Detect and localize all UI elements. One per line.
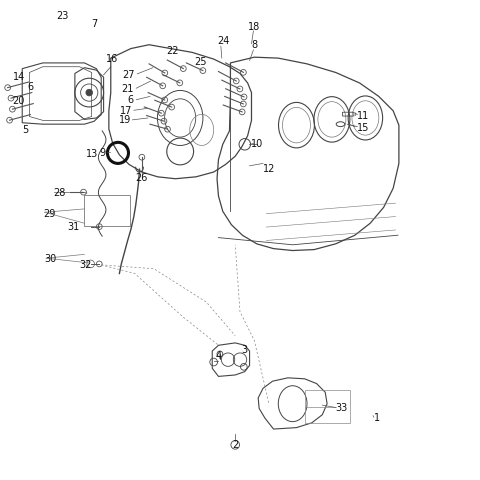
Text: 12: 12 bbox=[263, 164, 276, 174]
Text: 9: 9 bbox=[99, 148, 105, 158]
Text: 26: 26 bbox=[136, 173, 148, 183]
Text: 13: 13 bbox=[85, 149, 98, 159]
Text: 32: 32 bbox=[80, 260, 92, 270]
Bar bbox=[305, 390, 350, 423]
Text: 27: 27 bbox=[122, 70, 135, 80]
Text: 18: 18 bbox=[248, 22, 261, 32]
Text: 23: 23 bbox=[56, 11, 68, 21]
Text: 28: 28 bbox=[53, 188, 66, 198]
Text: 19: 19 bbox=[119, 115, 131, 125]
Text: 7: 7 bbox=[91, 19, 97, 29]
Text: 22: 22 bbox=[166, 46, 178, 56]
Text: 29: 29 bbox=[43, 209, 55, 219]
Text: 31: 31 bbox=[68, 222, 80, 231]
Circle shape bbox=[86, 89, 93, 96]
Text: 6: 6 bbox=[27, 82, 33, 92]
Text: 1: 1 bbox=[374, 413, 380, 423]
Text: 4: 4 bbox=[216, 350, 222, 360]
Text: 33: 33 bbox=[336, 404, 348, 413]
Text: 3: 3 bbox=[242, 345, 248, 355]
Text: 8: 8 bbox=[252, 39, 257, 49]
Text: 5: 5 bbox=[22, 125, 28, 135]
Text: 16: 16 bbox=[106, 54, 118, 64]
Bar bbox=[84, 194, 130, 226]
Text: 2: 2 bbox=[232, 440, 239, 450]
Text: 15: 15 bbox=[357, 122, 370, 132]
Text: 20: 20 bbox=[12, 96, 25, 106]
Text: 24: 24 bbox=[217, 36, 229, 46]
Text: 25: 25 bbox=[194, 57, 207, 67]
Text: 6: 6 bbox=[128, 95, 134, 105]
Text: 10: 10 bbox=[251, 139, 263, 149]
Text: 21: 21 bbox=[121, 84, 134, 94]
Text: 17: 17 bbox=[120, 106, 132, 116]
Text: 14: 14 bbox=[12, 72, 25, 82]
Text: 11: 11 bbox=[357, 110, 370, 120]
Text: 30: 30 bbox=[45, 254, 57, 264]
